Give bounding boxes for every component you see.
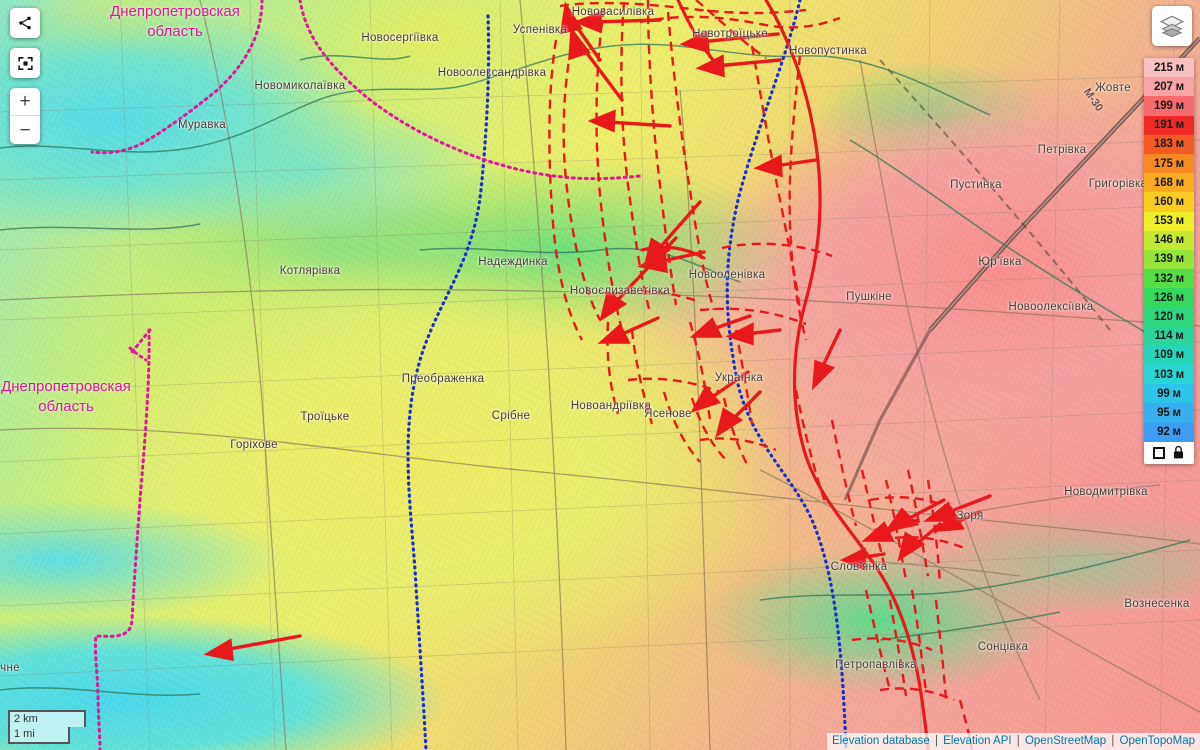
attribution-link[interactable]: Elevation API xyxy=(943,735,1012,747)
zoom-control-group[interactable]: + − xyxy=(10,88,40,144)
attribution-bar[interactable]: Elevation database | Elevation API | Ope… xyxy=(826,733,1200,750)
crosshair-icon xyxy=(17,56,33,70)
legend-entry: 146 м xyxy=(1144,230,1194,250)
lock-icon[interactable] xyxy=(1172,445,1185,460)
stream-network xyxy=(0,43,1191,696)
legend-entry: 126 м xyxy=(1144,288,1194,308)
front-line-solid xyxy=(640,0,930,750)
legend-entry: 114 м xyxy=(1144,326,1194,346)
legend-entry: 139 м xyxy=(1144,249,1194,270)
legend-entry: 199 м xyxy=(1144,96,1194,116)
legend-visibility-checkbox[interactable] xyxy=(1153,446,1165,459)
legend-entry: 120 м xyxy=(1144,307,1194,327)
attribution-separator: | xyxy=(1108,735,1118,747)
legend-entry: 92 м xyxy=(1144,422,1194,442)
legend-entry: 160 м xyxy=(1144,192,1194,212)
legend-entry: 95 м xyxy=(1144,403,1194,423)
scale-bar: 2 km 1 mi xyxy=(8,710,86,744)
legend-entry: 132 м xyxy=(1144,269,1194,289)
zoom-out-button[interactable]: − xyxy=(19,119,31,141)
legend-entry: 153 м xyxy=(1144,211,1194,231)
attribution-link[interactable]: OpenTopoMap xyxy=(1119,735,1195,747)
locate-button[interactable] xyxy=(10,48,40,78)
attribution-separator: | xyxy=(931,735,942,747)
highway-m30 xyxy=(843,36,1200,501)
oblast-boundary xyxy=(90,0,642,750)
legend-entry: 109 м xyxy=(1144,345,1194,365)
share-button[interactable] xyxy=(10,8,40,38)
elevation-legend-rows: 215 м 207 м 199 м 191 м 183 м 175 м 168 м 160 м… xyxy=(1144,58,1194,442)
scale-bar-imperial: 1 mi xyxy=(8,727,70,744)
legend-entry: 168 м xyxy=(1144,173,1194,193)
legend-entry: 191 м xyxy=(1144,115,1194,135)
attribution-link[interactable]: Elevation database xyxy=(831,735,930,747)
scale-bar-metric: 2 km xyxy=(8,710,86,727)
river-dotted-blue xyxy=(406,0,848,750)
legend-entry: 99 м xyxy=(1144,384,1194,404)
legend-entry: 207 м xyxy=(1144,77,1194,97)
elevation-legend[interactable]: 215 м 207 м 199 м 191 м 183 м 175 м 168 м 160 м… xyxy=(1144,58,1194,464)
railway-line xyxy=(879,59,1111,331)
attack-arrows xyxy=(203,1,992,662)
legend-entry: 175 м xyxy=(1144,153,1194,174)
attribution-link[interactable]: OpenStreetMap xyxy=(1024,735,1107,747)
layers-button[interactable] xyxy=(1152,6,1192,46)
legend-footer[interactable] xyxy=(1144,441,1194,464)
legend-entry: 215 м xyxy=(1144,58,1194,78)
zoom-in-button[interactable]: + xyxy=(10,88,40,116)
layers-icon xyxy=(1159,15,1185,38)
legend-entry: 103 м xyxy=(1144,365,1194,385)
legend-entry: 183 м xyxy=(1144,134,1194,154)
share-icon xyxy=(19,16,31,30)
attribution-separator: | xyxy=(1013,735,1023,747)
